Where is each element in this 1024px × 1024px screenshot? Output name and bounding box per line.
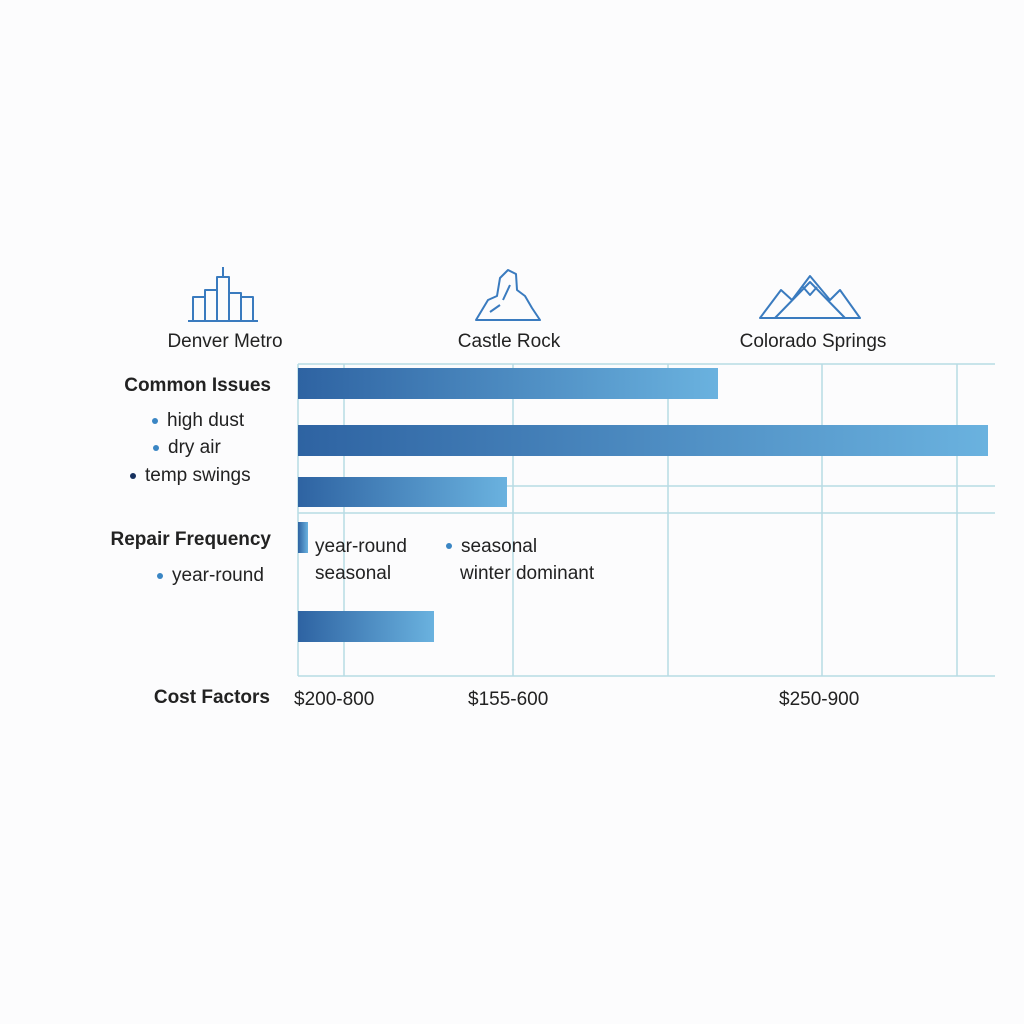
column-label: Colorado Springs	[740, 331, 887, 352]
frequency-note: seasonal	[461, 536, 537, 557]
row-title: Cost Factors	[154, 687, 270, 708]
issue-item: temp swings	[145, 465, 251, 486]
bullet	[446, 543, 452, 549]
issue-item: dry air	[168, 437, 221, 458]
frequency-note: winter dominant	[459, 563, 595, 584]
city-icon	[188, 267, 258, 322]
bullet	[157, 573, 163, 579]
bar	[298, 368, 718, 399]
mountain-icon	[759, 275, 861, 319]
issue-item: high dust	[167, 410, 245, 431]
cost-value: $155-600	[468, 689, 548, 710]
cost-value: $200-800	[294, 689, 374, 710]
bullet	[130, 473, 136, 479]
bullet	[153, 445, 159, 451]
column-label: Denver Metro	[167, 331, 282, 352]
bar	[298, 425, 988, 456]
column-label: Castle Rock	[458, 331, 561, 352]
bar	[298, 611, 434, 642]
bar	[298, 477, 507, 507]
row-title: Common Issues	[124, 375, 271, 396]
bullet	[152, 418, 158, 424]
bar	[298, 522, 308, 553]
frequency-note: year-round	[315, 536, 407, 557]
row-title: Repair Frequency	[111, 529, 272, 550]
frequency-note: seasonal	[315, 563, 391, 584]
frequency-item: year-round	[172, 565, 264, 586]
rock-icon	[475, 269, 541, 321]
cost-value: $250-900	[779, 689, 859, 710]
